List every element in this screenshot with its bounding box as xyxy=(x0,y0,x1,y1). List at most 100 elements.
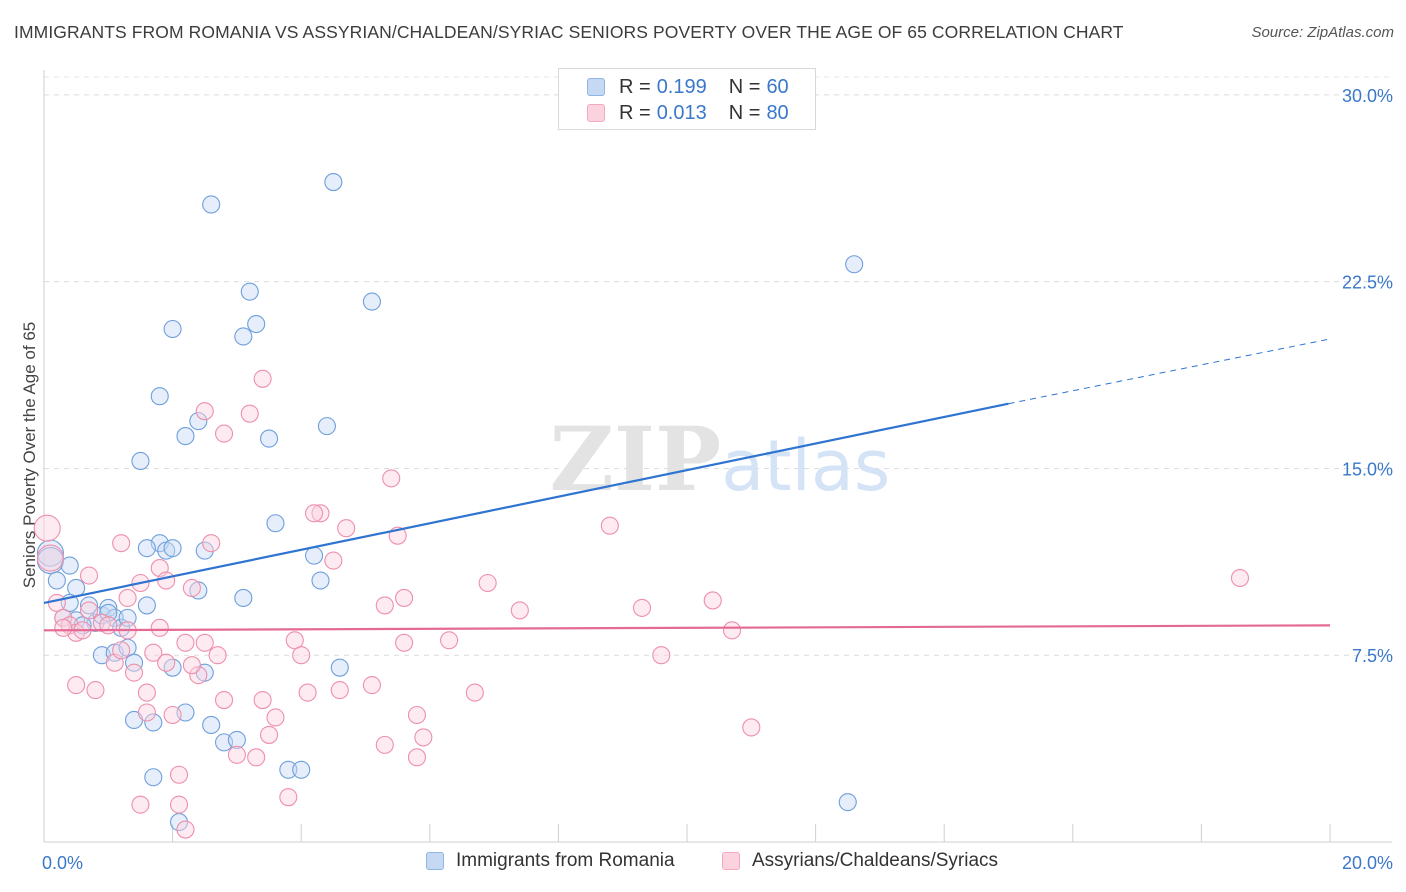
legend-swatch-romania xyxy=(587,78,605,96)
data-point-assyrian xyxy=(227,745,246,764)
data-point-assyrian xyxy=(362,676,381,695)
data-point-romania xyxy=(118,608,137,627)
data-point-romania xyxy=(311,571,330,590)
data-point-assyrian xyxy=(395,588,414,607)
legend-swatch-romania xyxy=(426,852,444,870)
data-point-assyrian xyxy=(240,404,259,423)
data-point-assyrian xyxy=(79,566,99,585)
data-point-assyrian xyxy=(157,571,176,590)
data-point-assyrian xyxy=(652,646,671,665)
data-point-romania xyxy=(176,427,195,446)
legend-item-assyrian[interactable]: Assyrians/Chaldeans/Syriacs xyxy=(722,850,998,872)
data-point-assyrian xyxy=(324,551,343,570)
legend-swatch-assyrian xyxy=(587,104,605,122)
legend-swatch-assyrian xyxy=(722,852,740,870)
data-point-assyrian xyxy=(163,705,182,725)
data-point-romania xyxy=(131,451,150,471)
data-point-assyrian xyxy=(202,534,221,553)
data-point-assyrian xyxy=(131,795,150,814)
data-point-assyrian xyxy=(176,633,195,652)
data-point-romania xyxy=(79,596,99,615)
series-legend: Immigrants from Romania Assyrians/Chalde… xyxy=(0,850,1406,878)
data-point-romania xyxy=(838,793,857,812)
data-point-assyrian xyxy=(182,656,201,675)
data-point-assyrian xyxy=(311,504,330,523)
legend-item-romania[interactable]: Immigrants from Romania xyxy=(426,850,675,872)
data-point-assyrian xyxy=(337,519,356,538)
data-point-assyrian xyxy=(1230,568,1250,588)
data-point-assyrian xyxy=(67,676,86,695)
data-point-assyrian xyxy=(440,631,459,650)
data-point-romania xyxy=(124,653,144,672)
data-point-romania xyxy=(150,387,169,406)
data-point-assyrian xyxy=(298,683,317,702)
legend-n-value: 60 xyxy=(766,75,789,98)
data-point-assyrian xyxy=(600,516,619,535)
data-point-assyrian xyxy=(292,646,311,665)
data-point-romania xyxy=(144,713,163,732)
data-point-assyrian xyxy=(478,573,497,593)
data-point-romania xyxy=(137,539,156,558)
data-point-assyrian xyxy=(247,748,266,767)
data-point-assyrian xyxy=(189,666,208,685)
legend-label-romania: Immigrants from Romania xyxy=(456,850,675,871)
data-point-assyrian xyxy=(214,691,234,710)
correlation-legend: R = 0.199 N = 60 R = 0.013 N = 80 xyxy=(558,68,816,130)
y-tick-label: 7.5% xyxy=(1352,646,1393,666)
series-assyrian-points xyxy=(33,369,1250,839)
data-point-romania xyxy=(279,760,298,779)
data-point-assyrian xyxy=(112,534,131,553)
data-point-assyrian xyxy=(79,601,99,620)
data-point-assyrian xyxy=(195,402,214,421)
y-tick-label: 22.5% xyxy=(1342,273,1393,293)
data-point-assyrian xyxy=(259,725,279,744)
data-point-assyrian xyxy=(285,631,304,650)
x-tick-label-max: 20.0% xyxy=(1342,853,1393,873)
data-point-romania xyxy=(317,417,336,436)
trend-line-romania xyxy=(43,402,1009,605)
data-point-assyrian xyxy=(124,663,144,682)
data-point-romania xyxy=(234,327,253,346)
data-point-assyrian xyxy=(157,653,176,672)
data-point-assyrian xyxy=(414,728,433,747)
data-point-assyrian xyxy=(266,708,285,727)
data-point-romania xyxy=(292,760,311,779)
legend-row-assyrian: R = 0.013 N = 80 xyxy=(587,100,789,126)
data-point-assyrian xyxy=(510,601,529,620)
data-point-assyrian xyxy=(742,718,761,737)
data-point-romania xyxy=(47,571,66,590)
data-point-romania xyxy=(202,195,221,214)
data-point-romania xyxy=(163,319,182,339)
data-point-romania xyxy=(234,588,253,607)
data-point-assyrian xyxy=(137,703,156,722)
data-point-romania xyxy=(845,255,864,274)
data-point-assyrian xyxy=(703,591,722,610)
trend-lines xyxy=(43,338,1331,632)
data-point-assyrian xyxy=(150,618,169,637)
data-point-assyrian xyxy=(54,608,73,627)
data-point-assyrian xyxy=(99,616,118,635)
data-point-assyrian xyxy=(279,788,298,807)
trend-line-assyrian xyxy=(43,624,1331,632)
data-point-romania xyxy=(189,412,208,431)
legend-r-value: 0.199 xyxy=(656,75,707,98)
y-tick-label: 15.0% xyxy=(1342,459,1393,479)
data-point-romania xyxy=(305,546,324,565)
data-point-assyrian xyxy=(182,578,201,598)
data-point-romania xyxy=(202,715,221,735)
data-point-assyrian xyxy=(395,633,414,652)
data-point-assyrian xyxy=(375,735,394,754)
data-point-romania xyxy=(324,173,343,192)
data-point-romania xyxy=(137,596,156,615)
data-point-assyrian xyxy=(382,469,401,488)
data-point-assyrian xyxy=(407,748,426,767)
data-point-assyrian xyxy=(208,646,227,665)
data-point-assyrian xyxy=(137,683,156,702)
data-point-romania xyxy=(227,730,246,749)
gridlines xyxy=(44,76,1392,656)
data-point-romania xyxy=(99,603,118,622)
data-point-assyrian xyxy=(407,705,426,725)
data-point-assyrian xyxy=(169,765,189,784)
data-point-romania xyxy=(247,314,266,334)
